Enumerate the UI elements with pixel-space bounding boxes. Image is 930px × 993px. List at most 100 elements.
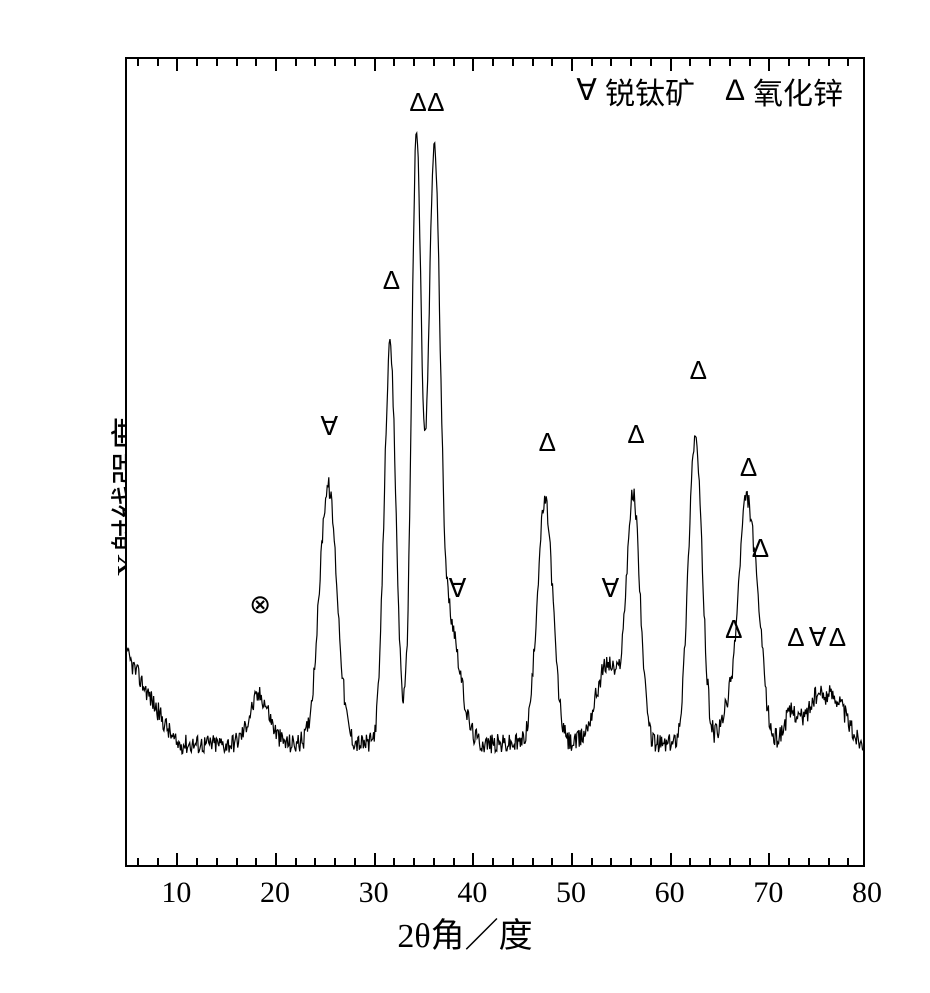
x-tick-minor [729, 858, 731, 865]
peak-marker-13: Δ [787, 622, 804, 653]
xrd-chart: X射线强度 ∀ 锐钛矿 Δ 氧化锌 ⊗∀ΔΔΔ∀Δ∀ΔΔΔΔΔΔ∀Δ 10203… [35, 37, 895, 957]
x-tick-top-minor [729, 59, 731, 66]
x-tick-minor [196, 858, 198, 865]
x-tick-top-minor [295, 59, 297, 66]
x-tick-label: 40 [457, 876, 487, 910]
peak-marker-0: ⊗ [249, 589, 271, 620]
x-tick-top-minor [216, 59, 218, 66]
x-tick-top-minor [314, 59, 316, 66]
peak-marker-11: Δ [740, 452, 757, 483]
x-tick-top-major [275, 59, 277, 71]
x-tick-top-minor [709, 59, 711, 66]
x-tick-minor [591, 858, 593, 865]
x-tick-top-minor [630, 59, 632, 66]
x-tick-minor [630, 858, 632, 865]
x-tick-minor [709, 858, 711, 865]
x-tick-minor [413, 858, 415, 865]
peak-marker-5: ∀ [449, 573, 467, 604]
x-tick-minor [433, 858, 435, 865]
x-tick-top-minor [433, 59, 435, 66]
x-tick-top-minor [393, 59, 395, 66]
x-tick-minor [236, 858, 238, 865]
x-tick-top-minor [532, 59, 534, 66]
x-tick-top-minor [354, 59, 356, 66]
peak-marker-9: Δ [690, 355, 707, 386]
x-tick-top-minor [512, 59, 514, 66]
x-axis-label: 2θ角／度 [397, 908, 532, 957]
x-tick-minor [354, 858, 356, 865]
x-tick-top-minor [453, 59, 455, 66]
x-tick-top-minor [749, 59, 751, 66]
peak-marker-3: Δ [409, 87, 426, 118]
x-tick-minor [788, 858, 790, 865]
peak-marker-7: ∀ [602, 573, 620, 604]
peak-marker-4: Δ [427, 87, 444, 118]
x-tick-top-major [176, 59, 178, 71]
x-tick-label: 80 [852, 876, 882, 910]
x-tick-top-minor [788, 59, 790, 66]
x-tick-minor [157, 858, 159, 865]
peak-marker-6: Δ [539, 427, 556, 458]
x-tick-major [275, 853, 277, 865]
x-tick-label: 60 [655, 876, 685, 910]
x-tick-minor [137, 858, 139, 865]
peak-marker-8: Δ [627, 419, 644, 450]
x-tick-top-minor [255, 59, 257, 66]
x-tick-label: 30 [359, 876, 389, 910]
x-tick-label: 10 [161, 876, 191, 910]
x-tick-top-minor [591, 59, 593, 66]
x-tick-major [176, 853, 178, 865]
x-tick-major [670, 853, 672, 865]
peak-marker-2: Δ [383, 265, 400, 296]
x-tick-minor [551, 858, 553, 865]
x-tick-top-minor [689, 59, 691, 66]
x-tick-top-minor [137, 59, 139, 66]
x-tick-minor [610, 858, 612, 865]
x-tick-minor [492, 858, 494, 865]
x-tick-top-minor [650, 59, 652, 66]
xrd-polyline [127, 133, 863, 754]
x-tick-major [571, 853, 573, 865]
x-tick-top-minor [551, 59, 553, 66]
x-tick-label: 20 [260, 876, 290, 910]
x-tick-minor [749, 858, 751, 865]
x-tick-minor [334, 858, 336, 865]
x-tick-top-minor [492, 59, 494, 66]
x-tick-top-minor [334, 59, 336, 66]
peak-marker-10: Δ [725, 614, 742, 645]
x-tick-top-major [374, 59, 376, 71]
x-tick-top-minor [847, 59, 849, 66]
x-tick-minor [847, 858, 849, 865]
x-tick-minor [216, 858, 218, 865]
x-tick-label: 50 [556, 876, 586, 910]
x-tick-minor [453, 858, 455, 865]
x-tick-top-minor [157, 59, 159, 66]
plot-area: ∀ 锐钛矿 Δ 氧化锌 ⊗∀ΔΔΔ∀Δ∀ΔΔΔΔΔΔ∀Δ 10203040506… [125, 57, 865, 867]
x-tick-minor [808, 858, 810, 865]
x-tick-minor [255, 858, 257, 865]
x-tick-top-major [768, 59, 770, 71]
x-tick-minor [650, 858, 652, 865]
peak-marker-1: ∀ [320, 411, 338, 442]
x-tick-top-minor [236, 59, 238, 66]
peak-marker-15: Δ [829, 622, 846, 653]
x-tick-minor [314, 858, 316, 865]
x-tick-top-major [571, 59, 573, 71]
peak-marker-12: Δ [752, 533, 769, 564]
x-tick-major [374, 853, 376, 865]
x-tick-minor [828, 858, 830, 865]
x-tick-top-minor [413, 59, 415, 66]
x-tick-minor [532, 858, 534, 865]
x-tick-top-major [670, 59, 672, 71]
peak-marker-14: ∀ [809, 622, 827, 653]
x-tick-top-minor [808, 59, 810, 66]
x-tick-top-major [472, 59, 474, 71]
x-tick-label: 70 [753, 876, 783, 910]
x-tick-minor [512, 858, 514, 865]
x-tick-minor [689, 858, 691, 865]
x-tick-major [472, 853, 474, 865]
x-tick-top-minor [196, 59, 198, 66]
x-tick-minor [393, 858, 395, 865]
x-tick-top-minor [610, 59, 612, 66]
x-tick-top-minor [828, 59, 830, 66]
